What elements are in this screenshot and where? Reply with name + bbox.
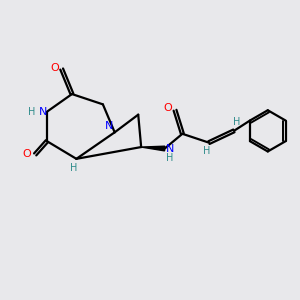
Text: O: O bbox=[163, 103, 172, 113]
Text: O: O bbox=[22, 149, 31, 159]
Text: H: H bbox=[70, 163, 77, 173]
Text: O: O bbox=[50, 63, 59, 73]
Text: H: H bbox=[232, 117, 240, 127]
Text: H: H bbox=[203, 146, 210, 157]
Text: H: H bbox=[166, 153, 174, 163]
Polygon shape bbox=[141, 146, 165, 151]
Text: N: N bbox=[39, 107, 48, 117]
Text: H: H bbox=[28, 107, 35, 117]
Text: N: N bbox=[166, 143, 174, 154]
Text: N: N bbox=[105, 122, 114, 131]
